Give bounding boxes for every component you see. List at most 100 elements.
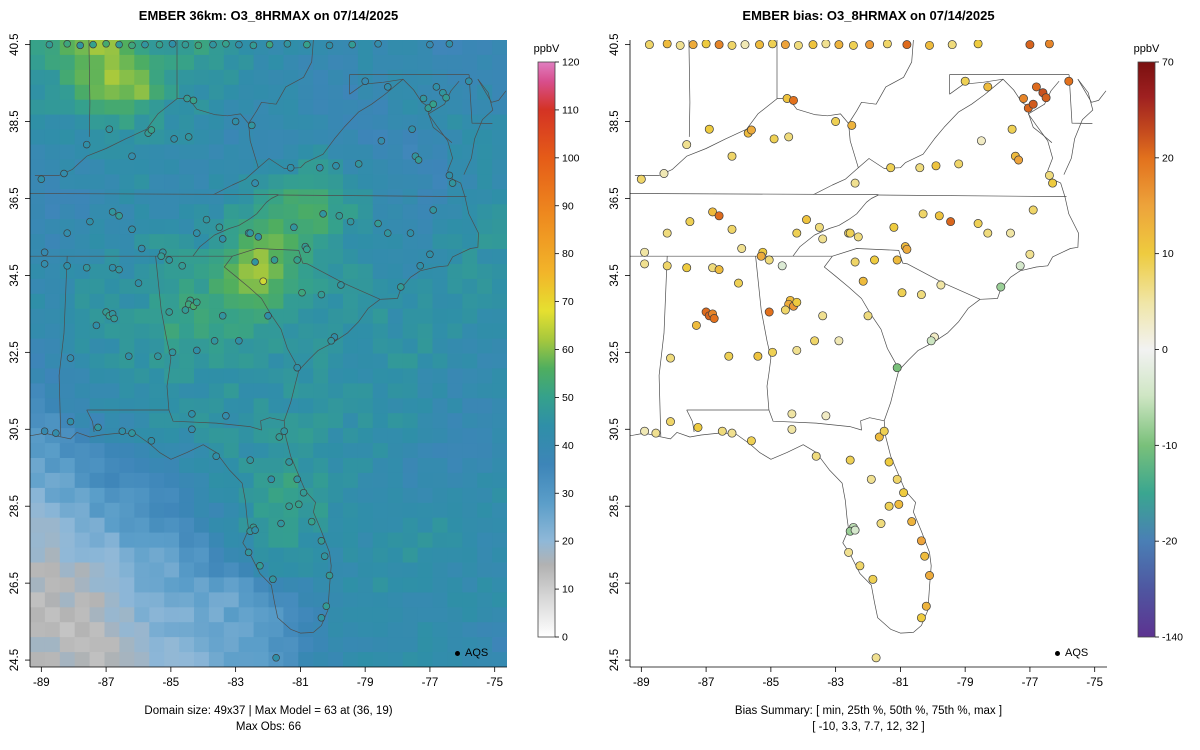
aqs-station-dot xyxy=(1064,76,1074,86)
state-boundary-line xyxy=(155,256,172,411)
aqs-station-dot xyxy=(157,252,165,260)
aqs-station-dot xyxy=(442,93,450,102)
bias-map: -89 -87 -85 -83 -81 -79 -77 -75 24.5 26.5 28.5 30.5… xyxy=(609,33,1183,689)
aqs-station-dot xyxy=(866,474,876,484)
colorbar-tick-label: 70 xyxy=(1162,57,1174,69)
colorbar-tick-label: 20 xyxy=(1162,152,1174,164)
y-tick-label: 34.5 xyxy=(609,264,621,286)
aqs-station-dot xyxy=(847,120,857,130)
aqs-station-dot xyxy=(215,223,224,232)
state-boundary-line xyxy=(630,80,1079,634)
aqs-station-dot xyxy=(181,306,190,314)
aqs-station-dot xyxy=(764,255,774,265)
aqs-station-dot xyxy=(89,40,97,49)
aqs-station-dot xyxy=(374,219,382,228)
aqs-station-dot xyxy=(218,312,227,320)
aqs-station-dot xyxy=(936,280,946,290)
aqs-station-dot xyxy=(251,258,259,266)
aqs-station-dot xyxy=(155,40,164,49)
aqs-station-dot xyxy=(465,77,473,85)
aqs-station-dot xyxy=(693,422,703,432)
aqs-station-dot xyxy=(897,288,907,298)
colorbar xyxy=(1137,61,1156,638)
y-tick-label: 40.5 xyxy=(9,33,21,55)
y-tick-label: 28.5 xyxy=(9,495,21,517)
aqs-station-dot xyxy=(755,40,764,50)
y-tick-label: 26.5 xyxy=(609,572,621,594)
aqs-station-dot xyxy=(662,261,672,271)
aqs-station-dot xyxy=(45,40,54,49)
aqs-station-dot xyxy=(419,94,428,103)
aqs-station-dot xyxy=(128,41,136,50)
aqs-station-dot xyxy=(285,502,293,510)
aqs-station-dot xyxy=(701,40,711,49)
colorbar-tick-label: 60 xyxy=(562,344,574,356)
x-tick-label: -81 xyxy=(292,677,309,689)
aqs-legend: AQS xyxy=(1055,647,1088,659)
aqs-station-dot xyxy=(222,40,230,48)
x-tick-label: -79 xyxy=(357,677,374,689)
aqs-station-dot xyxy=(275,433,284,441)
aqs-station-dot xyxy=(1019,94,1028,103)
aqs-station-dot xyxy=(105,125,114,133)
aqs-station-dot xyxy=(756,251,766,261)
bias-caption-summary-header: Bias Summary: [ min, 25th %, 50th %, 75t… xyxy=(734,705,1003,717)
aqs-station-dot xyxy=(231,117,240,126)
aqs-station-dot xyxy=(691,320,701,330)
colorbar-tick-label: 0 xyxy=(562,632,568,644)
aqs-station-dot xyxy=(337,281,345,289)
aqs-station-dot xyxy=(777,261,787,271)
colorbar-tick-label: 90 xyxy=(562,200,574,212)
model-map-layer xyxy=(30,40,507,667)
aqs-station-dot xyxy=(640,247,650,257)
state-boundary-line xyxy=(349,78,404,95)
aqs-station-dot xyxy=(934,211,944,221)
aqs-station-dot xyxy=(445,40,454,48)
aqs-station-dot xyxy=(426,40,434,49)
aqs-station-dot xyxy=(384,229,392,237)
aqs-station-dot xyxy=(406,229,415,237)
aqs-station-dot xyxy=(63,229,71,237)
bias-captions: Bias Summary: [ min, 25th %, 50th %, 75t… xyxy=(600,703,1137,735)
state-boundary-line xyxy=(813,78,1053,195)
aqs-station-dot xyxy=(303,40,311,49)
aqs-station-dot xyxy=(947,40,957,50)
aqs-station-dot xyxy=(194,41,203,50)
state-boundary-line xyxy=(686,409,695,433)
aqs-station-dot xyxy=(1048,178,1058,188)
aqs-station-dot xyxy=(254,233,263,241)
aqs-station-dot xyxy=(876,519,886,528)
aqs-station-dot xyxy=(1028,205,1038,215)
aqs-station-dot xyxy=(86,217,94,226)
y-tick-label: 32.5 xyxy=(9,341,21,363)
y-tick-label: 36.5 xyxy=(609,187,621,209)
x-tick-label: -75 xyxy=(486,677,503,689)
aqs-station-dot xyxy=(727,428,737,438)
y-tick-label: 38.5 xyxy=(9,110,21,132)
aqs-station-dot xyxy=(147,437,156,445)
aqs-station-dot xyxy=(884,501,894,511)
colorbar-tick-label: 20 xyxy=(562,536,574,548)
aqs-station-dot xyxy=(704,124,714,134)
model-panel: EMBER 36km: O3_8HRMAX on 07/14/2025 -89-… xyxy=(9,8,580,733)
aqs-station-dot xyxy=(209,40,217,49)
aqs-station-dot xyxy=(792,297,802,307)
aqs-station-dot xyxy=(52,429,60,437)
y-tick-label: 40.5 xyxy=(609,33,621,55)
aqs-station-dot xyxy=(168,40,177,48)
aqs-station-dot xyxy=(246,456,254,464)
aqs-station-dot xyxy=(94,423,102,432)
aqs-station-dot xyxy=(902,244,912,254)
aqs-station-dot xyxy=(792,228,802,238)
model-panel-title: EMBER 36km: O3_8HRMAX on 07/14/2025 xyxy=(138,8,399,23)
aqs-station-dot xyxy=(870,255,879,265)
aqs-station-dot xyxy=(916,290,926,300)
aqs-station-dot xyxy=(115,265,123,274)
aqs-station-dot xyxy=(416,262,424,270)
x-tick-label: -81 xyxy=(892,677,909,689)
aqs-station-dot xyxy=(894,499,904,509)
aqs-station-dot xyxy=(147,126,156,134)
state-boundary-line xyxy=(192,194,279,257)
aqs-station-dot xyxy=(1044,170,1054,180)
